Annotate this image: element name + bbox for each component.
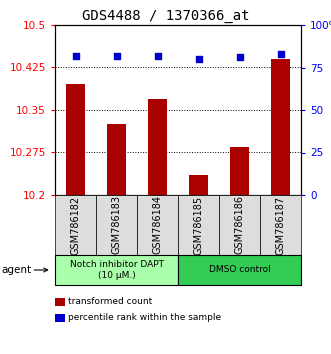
Point <box>278 51 283 57</box>
Point <box>237 55 242 60</box>
Point <box>196 56 201 62</box>
Text: GSM786184: GSM786184 <box>153 195 163 255</box>
Point <box>114 53 119 58</box>
Text: GDS4488 / 1370366_at: GDS4488 / 1370366_at <box>82 9 249 23</box>
Text: GSM786186: GSM786186 <box>234 195 245 255</box>
Text: percentile rank within the sample: percentile rank within the sample <box>68 314 221 322</box>
Text: DMSO control: DMSO control <box>209 266 270 274</box>
Bar <box>230 147 249 195</box>
Bar <box>66 85 85 195</box>
Text: transformed count: transformed count <box>68 297 153 307</box>
Text: Notch inhibitor DAPT
(10 μM.): Notch inhibitor DAPT (10 μM.) <box>70 260 164 280</box>
Bar <box>107 124 126 195</box>
Point <box>73 53 78 58</box>
Text: GSM786183: GSM786183 <box>112 195 121 255</box>
Bar <box>189 175 208 195</box>
Text: GSM786187: GSM786187 <box>275 195 286 255</box>
Bar <box>148 99 167 195</box>
Text: GSM786182: GSM786182 <box>71 195 80 255</box>
Text: GSM786185: GSM786185 <box>194 195 204 255</box>
Point <box>155 53 160 58</box>
Bar <box>271 59 290 195</box>
Text: agent: agent <box>2 265 32 275</box>
